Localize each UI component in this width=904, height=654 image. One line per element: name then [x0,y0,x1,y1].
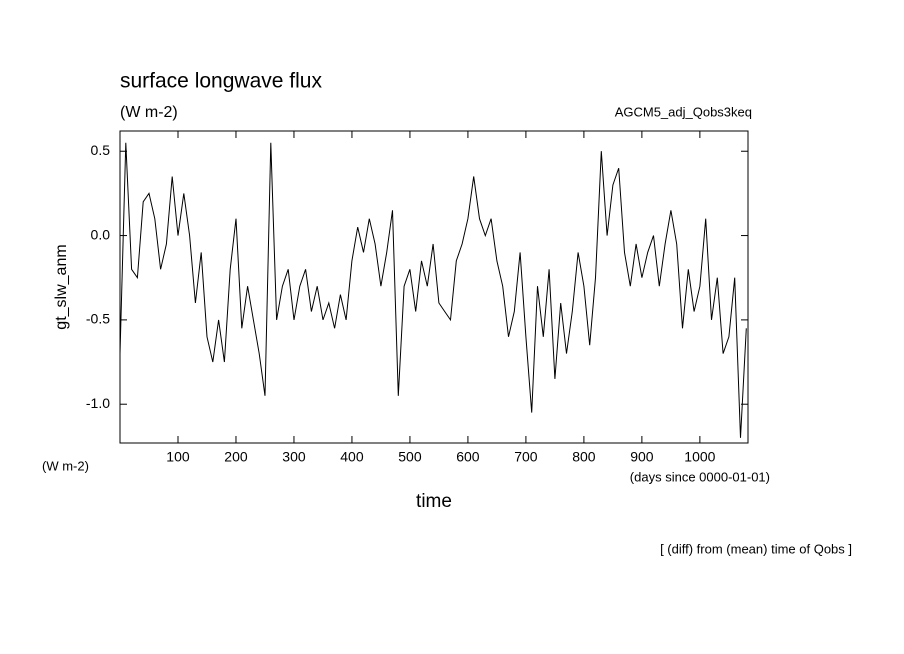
y-tick-label: -0.5 [86,311,110,327]
x-axis-label: time [416,491,452,512]
run-label: AGCM5_adj_Qobs3keq [615,104,752,119]
chart-subtitle: (W m-2) [120,104,178,121]
chart-title: surface longwave flux [120,70,322,93]
x-unit: (days since 0000-01-01) [630,469,770,484]
x-tick-label: 500 [398,449,422,465]
data-line [119,142,747,438]
x-tick-label: 900 [630,449,654,465]
x-tick-label: 300 [282,449,306,465]
x-tick-label: 600 [456,449,480,465]
y-axis-label: gt_slw_anm [53,244,70,329]
x-tick-label: 1000 [684,449,715,465]
x-tick-label: 400 [340,449,364,465]
annotation: [ (diff) from (mean) time of Qobs ] [660,541,852,556]
x-tick-label: 200 [224,449,248,465]
y-unit: (W m-2) [42,458,89,473]
y-tick-label: 0.5 [91,142,111,158]
y-tick-label: -1.0 [86,395,110,411]
x-tick-label: 800 [572,449,596,465]
x-tick-label: 100 [166,449,190,465]
x-tick-label: 700 [514,449,538,465]
plot-frame [119,130,749,444]
y-tick-label: 0.0 [91,226,111,242]
